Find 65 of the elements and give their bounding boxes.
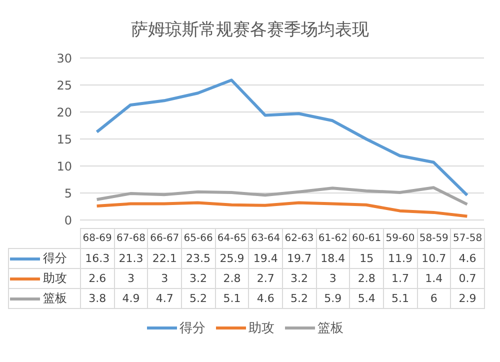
y-tick-label: 25	[56, 78, 72, 92]
y-tick-label: 15	[56, 132, 72, 146]
data-label: 3.8	[80, 288, 114, 308]
y-tick-label: 5	[64, 186, 72, 200]
line-series	[95, 201, 469, 218]
data-label: 4.6	[248, 288, 282, 308]
data-label: 3	[148, 268, 182, 288]
data-label: 1.7	[383, 268, 418, 288]
data-label: 2.6	[80, 268, 114, 288]
x-tick-label: 65-66	[181, 228, 216, 248]
text: 得分	[180, 321, 206, 336]
x-tick-label: 58-59	[417, 228, 451, 248]
data-label: 2.7	[248, 268, 282, 288]
legend-label: 助攻	[8, 268, 80, 288]
data-label: 5.2	[181, 288, 216, 308]
data-label: 3	[316, 268, 350, 288]
legend-label: 得分	[8, 248, 80, 268]
data-label: 10.7	[417, 248, 451, 268]
x-tick-label: 66-67	[148, 228, 182, 248]
x-tick-label: 61-62	[316, 228, 350, 248]
data-label: 3	[114, 268, 148, 288]
data-label: 16.3	[80, 248, 114, 268]
data-label: 15	[350, 248, 384, 268]
data-label: 25.9	[215, 248, 249, 268]
data-label: 2.8	[350, 268, 384, 288]
data-label: 21.3	[114, 248, 148, 268]
x-tick-label: 59-60	[383, 228, 418, 248]
data-label: 3.2	[282, 268, 316, 288]
x-tick-label: 63-64	[248, 228, 282, 248]
data-label: 5.9	[316, 288, 350, 308]
y-tick-label: 10	[56, 159, 72, 174]
data-label: 5.1	[215, 288, 249, 308]
data-label: 11.9	[383, 248, 418, 268]
data-label: 5.4	[350, 288, 384, 308]
data-label: 22.1	[148, 248, 182, 268]
text: 助攻	[248, 321, 274, 336]
x-tick-label: 57-58	[450, 228, 484, 248]
data-label: 3.2	[181, 268, 216, 288]
data-label: 19.4	[248, 248, 282, 268]
chart-title: 萨姆琼斯常规赛各赛季场均表现	[130, 19, 370, 42]
data-label: 6	[417, 288, 451, 308]
line-series	[95, 78, 469, 197]
data-label: 2.9	[450, 288, 484, 308]
x-tick-label: 67-68	[114, 228, 148, 248]
x-tick-label: 60-61	[350, 228, 384, 248]
data-label: 1.4	[417, 268, 451, 288]
data-label: 4.6	[450, 248, 484, 268]
data-label: 18.4	[316, 248, 350, 268]
y-tick-label: 20	[56, 105, 72, 120]
data-label: 19.7	[282, 248, 316, 268]
data-label: 0.7	[450, 268, 484, 288]
data-label: 2.8	[215, 268, 249, 288]
line-series	[95, 186, 469, 206]
data-label: 5.1	[383, 288, 418, 308]
y-tick-label: 0	[64, 213, 72, 228]
text: 篮板	[318, 321, 344, 336]
data-label: 23.5	[181, 248, 216, 268]
legend-label: 篮板	[8, 288, 80, 308]
data-label: 4.7	[148, 288, 182, 308]
x-tick-label: 62-63	[282, 228, 316, 248]
x-tick-label: 64-65	[215, 228, 249, 248]
y-tick-label: 30	[56, 51, 72, 66]
data-label: 5.2	[282, 288, 316, 308]
x-tick-label: 68-69	[80, 228, 114, 248]
data-label: 4.9	[114, 288, 148, 308]
